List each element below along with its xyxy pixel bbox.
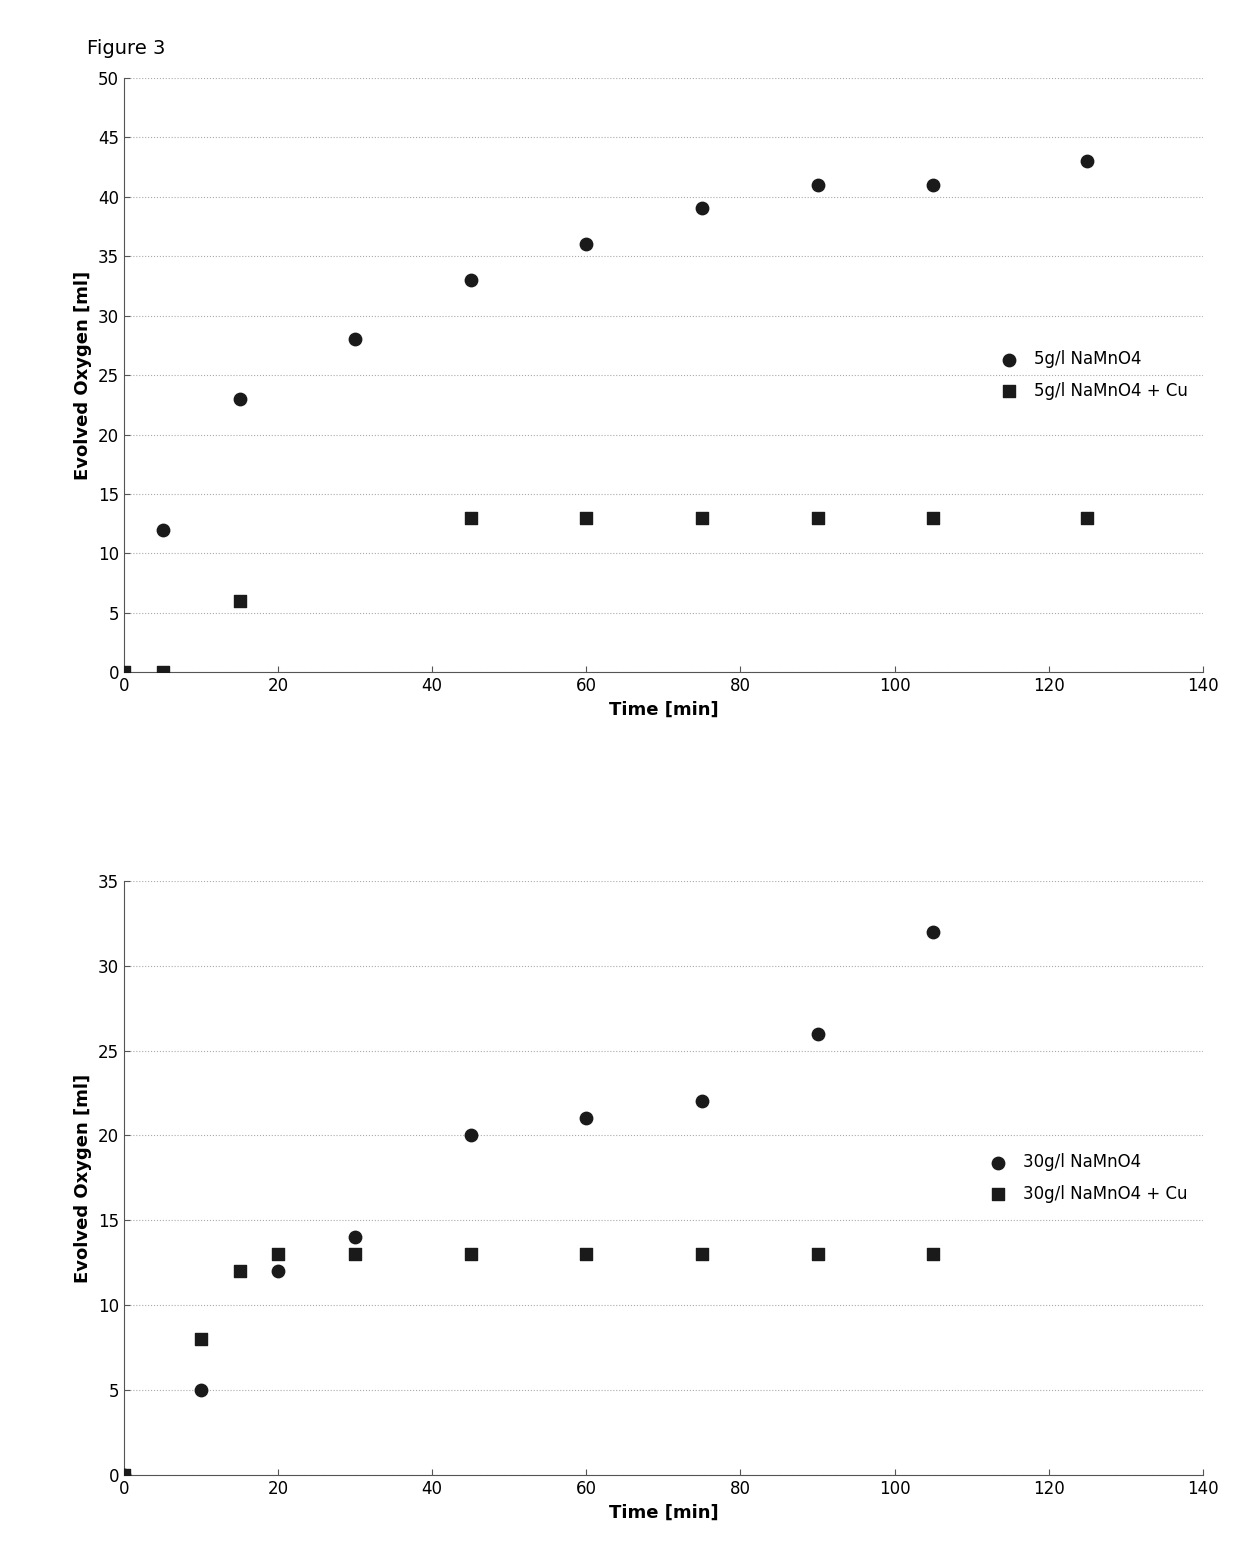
- 5g/l NaMnO4: [345, 328, 365, 353]
- 5g/l NaMnO4 + Cu: [229, 589, 249, 613]
- 30g/l NaMnO4: [461, 1123, 481, 1148]
- Y-axis label: Evolved Oxygen [ml]: Evolved Oxygen [ml]: [74, 1073, 93, 1283]
- 5g/l NaMnO4: [807, 172, 827, 197]
- 5g/l NaMnO4: [461, 267, 481, 292]
- Y-axis label: Evolved Oxygen [ml]: Evolved Oxygen [ml]: [74, 270, 93, 480]
- 5g/l NaMnO4 + Cu: [461, 505, 481, 530]
- 30g/l NaMnO4: [345, 1225, 365, 1250]
- 30g/l NaMnO4 + Cu: [577, 1242, 596, 1267]
- 30g/l NaMnO4 + Cu: [461, 1242, 481, 1267]
- 5g/l NaMnO4 + Cu: [692, 505, 712, 530]
- 30g/l NaMnO4: [807, 1022, 827, 1047]
- 5g/l NaMnO4 + Cu: [807, 505, 827, 530]
- 5g/l NaMnO4: [577, 231, 596, 256]
- 5g/l NaMnO4: [1078, 149, 1097, 174]
- 5g/l NaMnO4: [153, 517, 172, 542]
- 5g/l NaMnO4: [692, 196, 712, 221]
- 30g/l NaMnO4: [191, 1378, 211, 1402]
- 30g/l NaMnO4 + Cu: [191, 1326, 211, 1351]
- 5g/l NaMnO4: [923, 172, 944, 197]
- Legend: 5g/l NaMnO4, 5g/l NaMnO4 + Cu: 5g/l NaMnO4, 5g/l NaMnO4 + Cu: [986, 343, 1194, 407]
- 30g/l NaMnO4: [268, 1259, 288, 1284]
- Legend: 30g/l NaMnO4, 30g/l NaMnO4 + Cu: 30g/l NaMnO4, 30g/l NaMnO4 + Cu: [975, 1146, 1194, 1210]
- X-axis label: Time [min]: Time [min]: [609, 700, 718, 719]
- 30g/l NaMnO4 + Cu: [692, 1242, 712, 1267]
- 30g/l NaMnO4 + Cu: [345, 1242, 365, 1267]
- 30g/l NaMnO4 + Cu: [807, 1242, 827, 1267]
- 30g/l NaMnO4: [577, 1106, 596, 1131]
- 5g/l NaMnO4 + Cu: [1078, 505, 1097, 530]
- 30g/l NaMnO4: [692, 1089, 712, 1114]
- 5g/l NaMnO4 + Cu: [114, 660, 134, 685]
- 30g/l NaMnO4 + Cu: [923, 1242, 944, 1267]
- 30g/l NaMnO4 + Cu: [114, 1463, 134, 1488]
- X-axis label: Time [min]: Time [min]: [609, 1503, 718, 1522]
- 30g/l NaMnO4: [923, 919, 944, 944]
- 30g/l NaMnO4: [114, 1463, 134, 1488]
- 30g/l NaMnO4 + Cu: [229, 1259, 249, 1284]
- 5g/l NaMnO4 + Cu: [577, 505, 596, 530]
- 30g/l NaMnO4 + Cu: [268, 1242, 288, 1267]
- 5g/l NaMnO4 + Cu: [923, 505, 944, 530]
- Text: Figure 3: Figure 3: [87, 39, 165, 57]
- 5g/l NaMnO4: [229, 387, 249, 412]
- 5g/l NaMnO4 + Cu: [153, 660, 172, 685]
